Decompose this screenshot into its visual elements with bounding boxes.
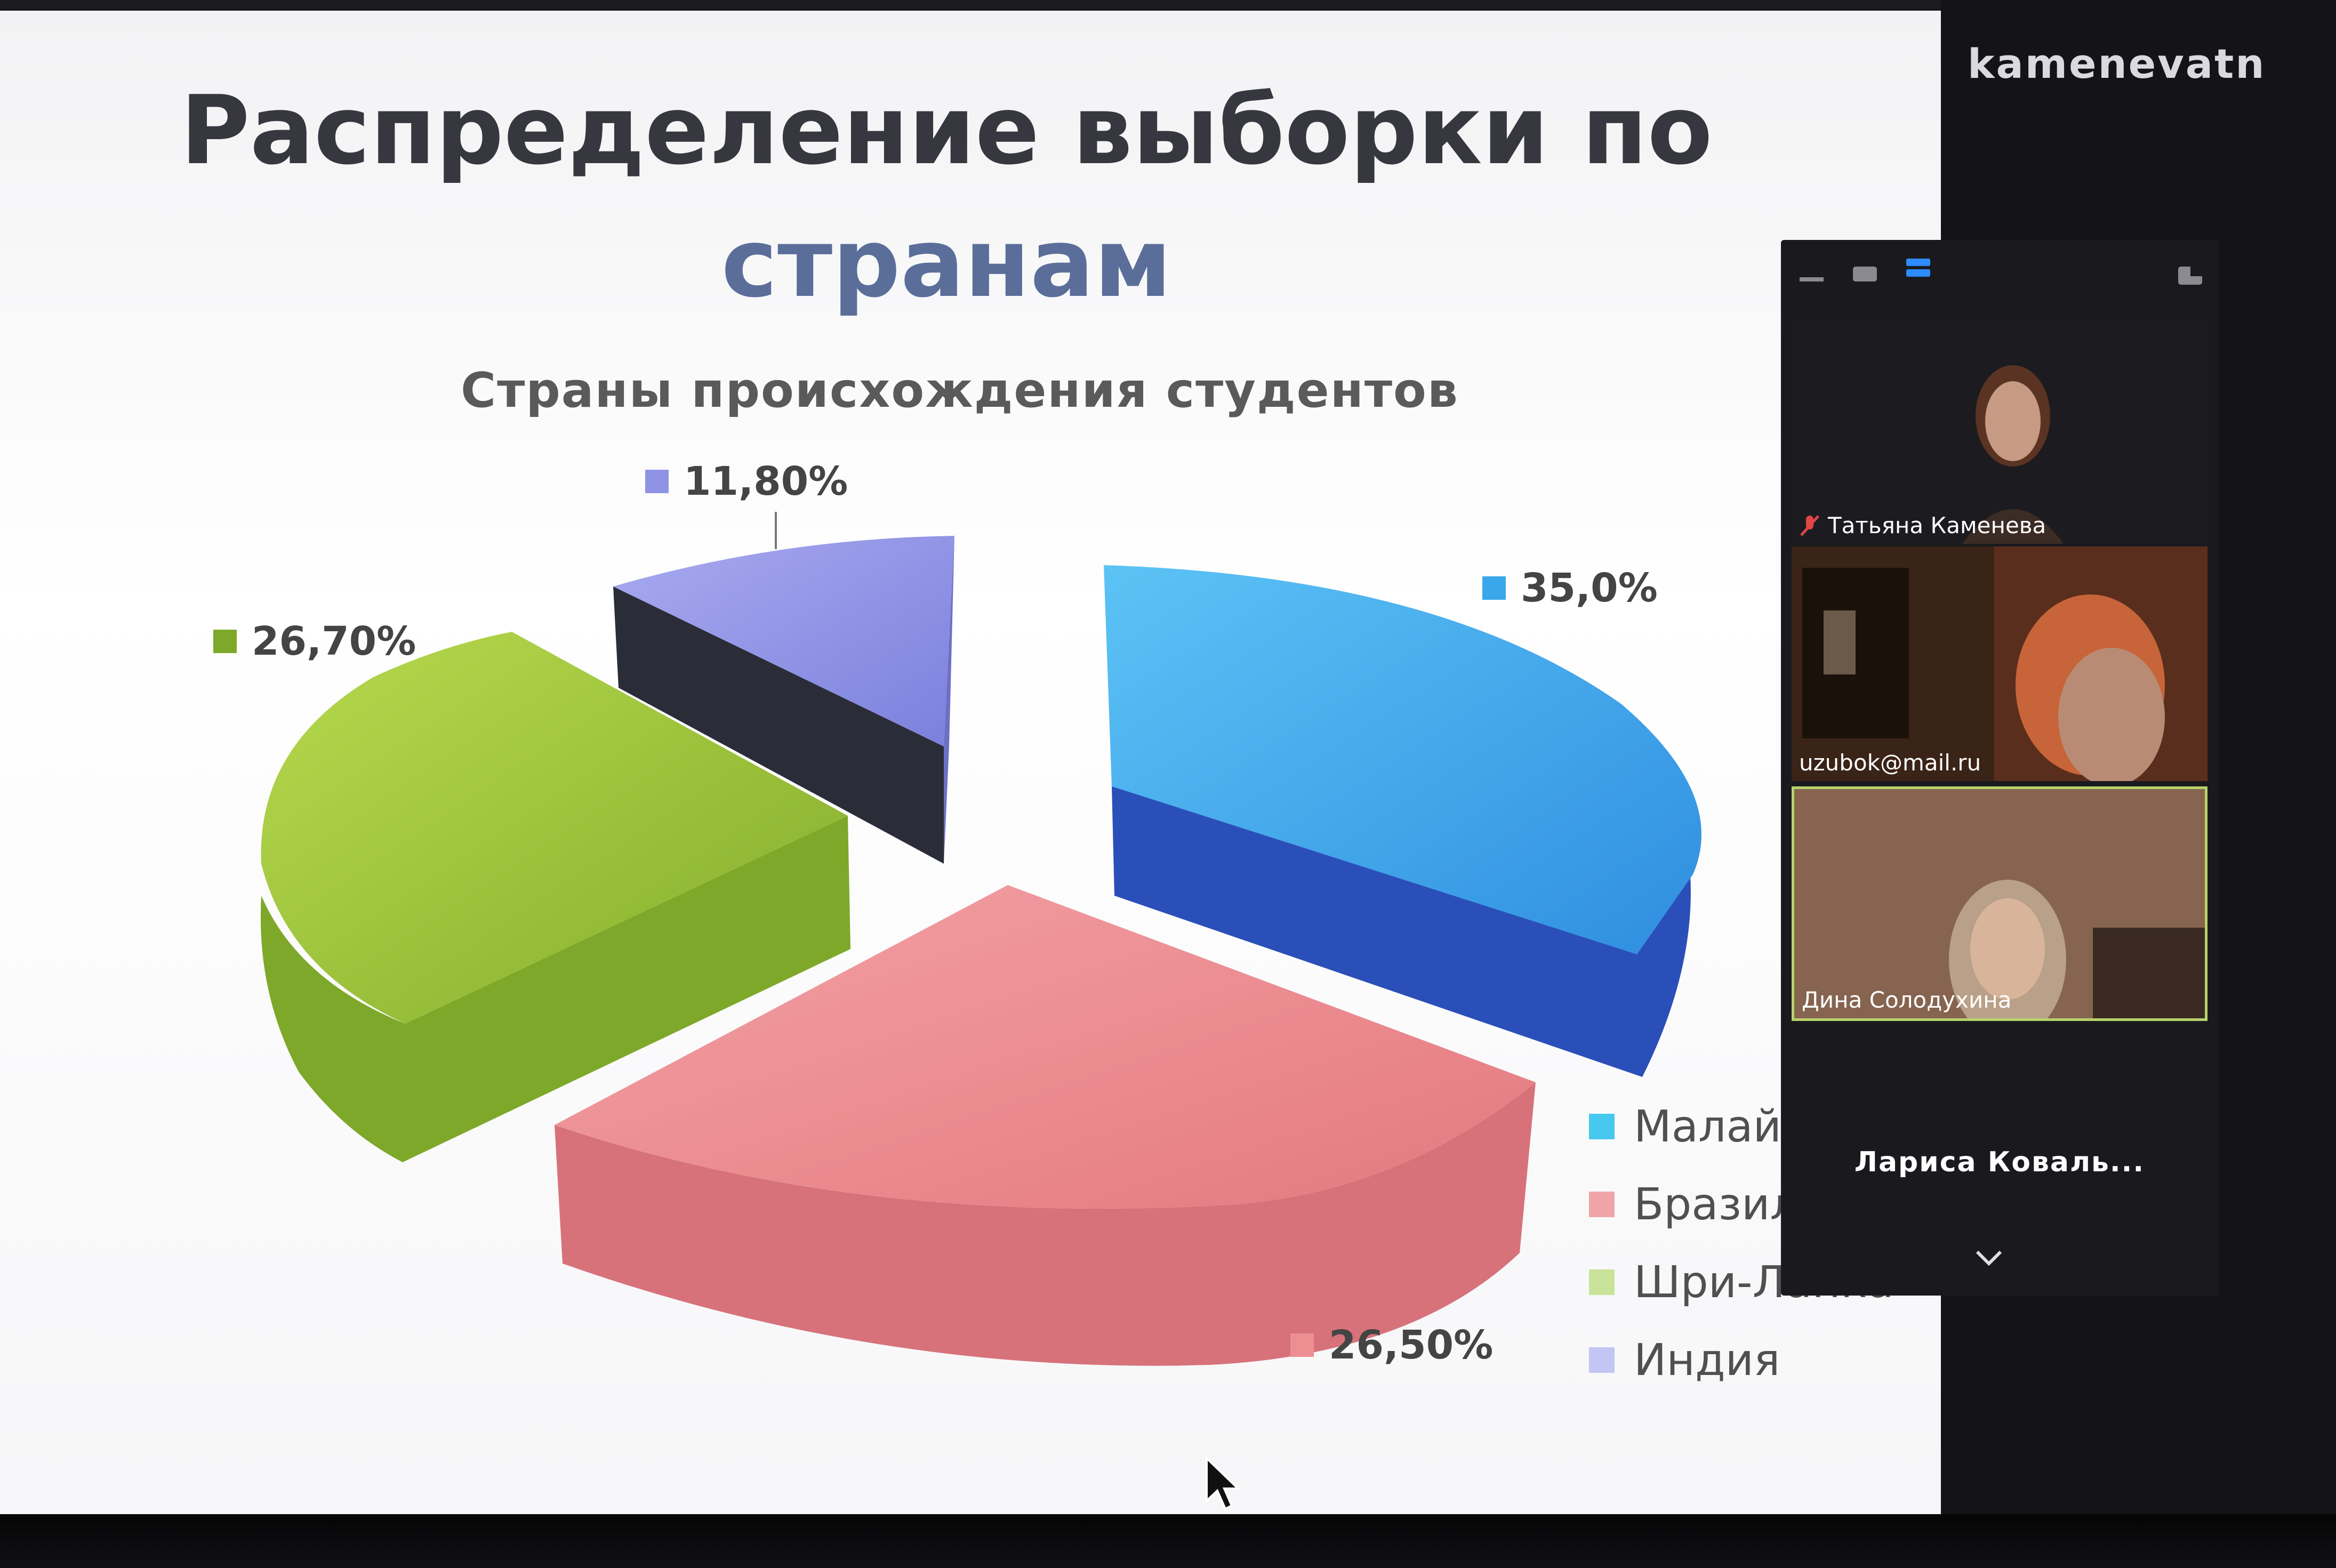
pie-slice-side-malaysia: [1112, 786, 1691, 1077]
data-label-brazil-text: 26,50%: [1329, 1322, 1494, 1368]
chart-title: Страны происхождения студентов: [461, 363, 1459, 419]
pie-slice-india: [613, 536, 954, 746]
data-label-malaysia: 35,0%: [1482, 565, 1658, 611]
data-label-brazil: 26,50%: [1290, 1322, 1493, 1368]
gallery-toolbar: [1781, 240, 2218, 315]
exit-panel-icon[interactable]: [2176, 261, 2207, 293]
legend-swatch-malaysia: [1589, 1114, 1615, 1139]
mouse-cursor-icon: [1206, 1456, 1241, 1510]
data-label-india: 11,80%: [645, 459, 848, 504]
slide-title-line1: Распределение выборки по: [180, 75, 1713, 186]
participant-name-2: uzubok@mail.ru: [1799, 750, 1981, 776]
participant-name-1: Татьяна Каменева: [1799, 512, 2046, 538]
participant-name-2-text: uzubok@mail.ru: [1799, 750, 1981, 776]
participant-video-3: [1794, 789, 2205, 1018]
swatch-india: [645, 470, 669, 493]
legend-swatch-brazil: [1589, 1192, 1615, 1217]
data-label-srilanka: 26,70%: [213, 618, 416, 664]
participant-tile-3-active[interactable]: Дина Солодухина: [1792, 786, 2207, 1021]
overflow-participant-name: Лариса Коваль...: [1854, 1146, 2145, 1178]
pie-slice-side-srilanka: [260, 816, 850, 1162]
mic-muted-icon: [1800, 514, 1819, 536]
data-label-malaysia-text: 35,0%: [1521, 565, 1658, 611]
swatch-brazil: [1290, 1333, 1314, 1357]
participant-gallery: Татьяна Каменева uzubok@mail.ru Дина Сол…: [1781, 240, 2218, 1296]
minimize-icon[interactable]: [1797, 267, 1829, 288]
pie-slice-side-india: [613, 586, 944, 864]
pie-slice-side-india-right: [944, 536, 954, 864]
participant-tile-1[interactable]: Татьяна Каменева: [1792, 320, 2207, 544]
legend-label-brazil: Бразил: [1634, 1179, 1798, 1230]
pie-slice-srilanka: [261, 632, 848, 1024]
pie-slice-brazil: [555, 885, 1536, 1209]
legend-item-malaysia: Малай: [1589, 1088, 1894, 1165]
pie-chart: [260, 512, 1701, 1366]
data-label-india-text: 11,80%: [684, 459, 848, 504]
legend-item-india: Индия: [1589, 1321, 1894, 1399]
legend-item-brazil: Бразил: [1589, 1165, 1894, 1243]
swatch-malaysia: [1482, 576, 1506, 600]
single-view-icon[interactable]: [1850, 261, 1882, 288]
participant-name-1-text: Татьяна Каменева: [1828, 512, 2046, 538]
participant-tile-2[interactable]: uzubok@mail.ru: [1792, 546, 2207, 781]
gallery-view-icon[interactable]: [1904, 256, 1936, 288]
host-name: kamenevatn: [1968, 40, 2266, 87]
pie-slice-malaysia: [1104, 565, 1701, 954]
legend-label-india: Индия: [1634, 1334, 1780, 1386]
legend-label-malaysia: Малай: [1634, 1101, 1781, 1152]
participant-video-2: [1792, 546, 2207, 781]
slide-title-line2: странам: [721, 208, 1172, 319]
chevron-down-icon[interactable]: [1973, 1248, 2005, 1269]
slide-title: Распределение выборки по странам: [160, 64, 1733, 329]
shared-slide: Распределение выборки по странам Страны …: [0, 0, 1941, 1514]
screen-bezel-bottom: [0, 1514, 2336, 1568]
swatch-srilanka: [213, 630, 237, 653]
pie-slice-side-brazil: [555, 1082, 1536, 1366]
data-label-srilanka-text: 26,70%: [252, 618, 416, 664]
participant-name-3-text: Дина Солодухина: [1802, 987, 2012, 1013]
screen-bezel-top: [0, 0, 1941, 11]
legend-swatch-srilanka: [1589, 1269, 1615, 1295]
participant-name-3: Дина Солодухина: [1802, 987, 2011, 1013]
legend-swatch-india: [1589, 1347, 1615, 1373]
participant-video-1: [1792, 320, 2207, 544]
